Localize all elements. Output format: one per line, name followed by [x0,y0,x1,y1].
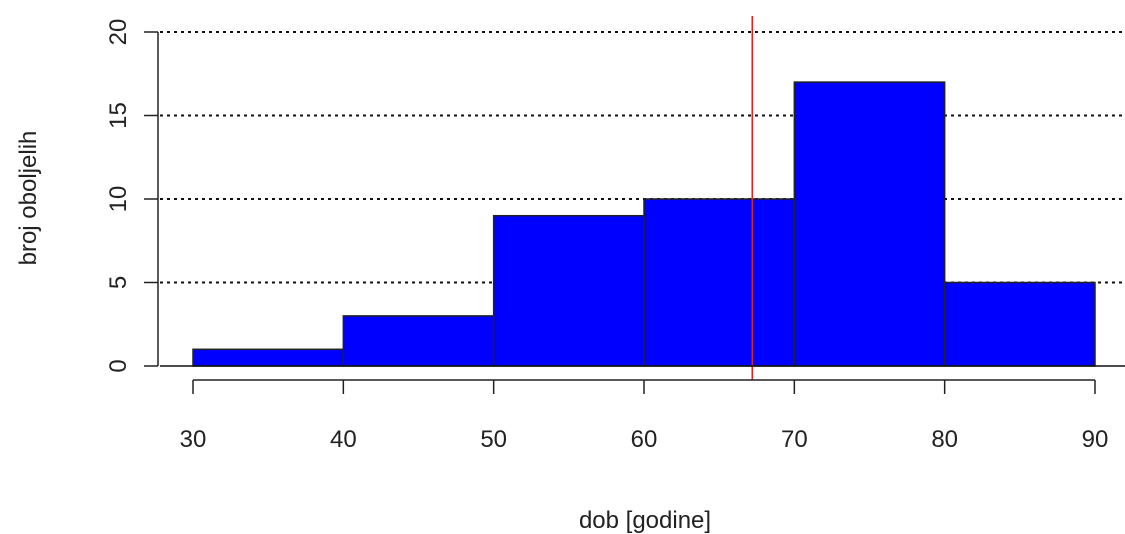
histogram-bar-2 [342,315,495,367]
histogram-bars [192,81,1096,367]
x-tick-label-80: 80 [931,426,958,453]
y-tick-label-5: 5 [105,276,132,289]
x-tick-label-40: 40 [330,426,357,453]
y-tick-label-15: 15 [105,102,132,129]
histogram-bar-1 [192,348,345,367]
histogram-bar-6 [943,281,1096,367]
y-tick-label-0: 0 [105,359,132,372]
y-tick-label-10: 10 [105,186,132,213]
x-tick-label-90: 90 [1082,426,1109,453]
x-tick-label-60: 60 [631,426,658,453]
histogram-bar-4 [643,198,796,367]
histogram-bar-5 [793,81,946,367]
x-tick-label-70: 70 [781,426,808,453]
axes: 0 5 10 15 20 30 40 50 60 70 80 90 [105,19,1125,453]
x-axis-title: dob [godine] [579,507,711,534]
x-tick-label-50: 50 [480,426,507,453]
histogram-bar-3 [492,214,645,367]
y-axis-title: broj oboljelih [15,131,42,266]
x-tick-label-30: 30 [180,426,207,453]
y-tick-label-20: 20 [105,19,132,46]
